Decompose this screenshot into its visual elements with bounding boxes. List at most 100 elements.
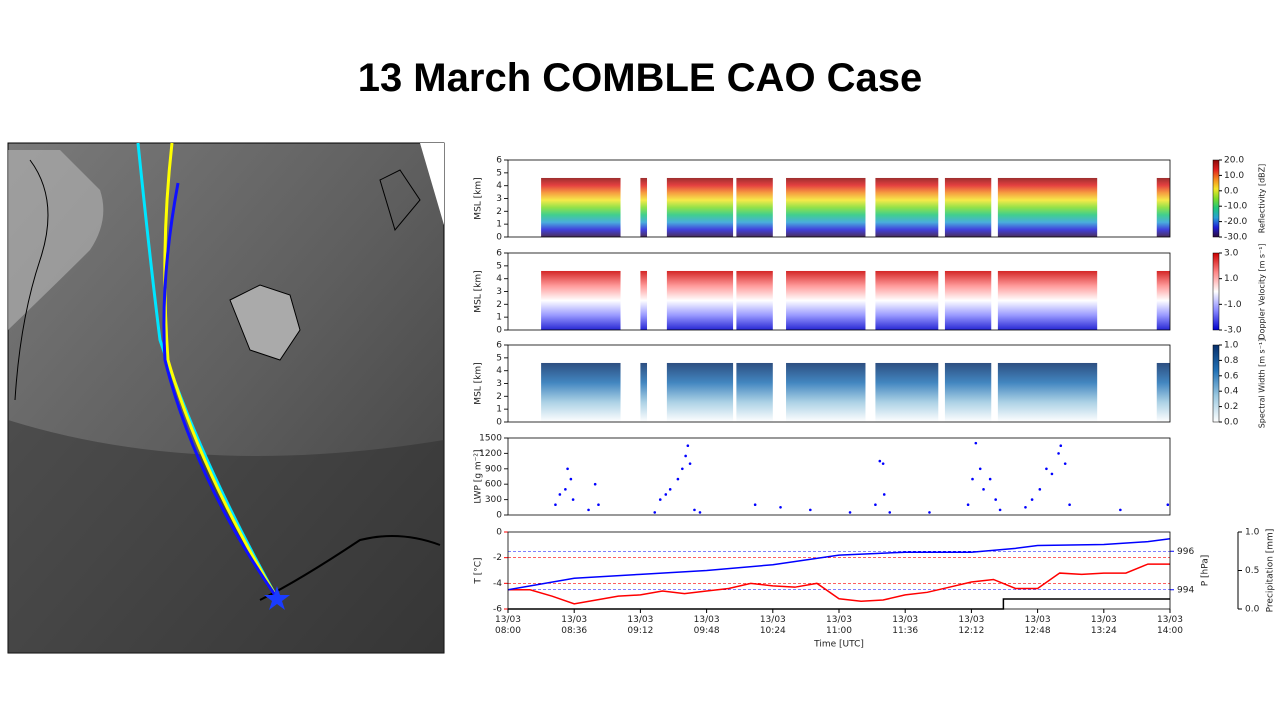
y3-tick-label: 0.0 (1245, 605, 1260, 615)
data-point (848, 511, 852, 514)
data-point (882, 493, 886, 496)
data-point (681, 467, 684, 471)
radar-echo (541, 362, 621, 422)
data-point (974, 441, 978, 445)
data-point (888, 511, 892, 514)
colorbar-tick-label: -20.0 (1224, 217, 1248, 227)
x-tick-label: 13/03 14:00 (1157, 615, 1183, 636)
radar-echo (541, 177, 621, 237)
colorbar-tick-label: -3.0 (1224, 326, 1242, 336)
y-tick-label: 900 (485, 464, 502, 474)
y-tick-label: 4 (496, 181, 502, 191)
colorbar-tick-label: 0.6 (1224, 371, 1239, 381)
data-point (564, 488, 567, 491)
series-line (508, 563, 1170, 605)
plot-frame (507, 344, 1171, 423)
radar-echo (875, 270, 939, 330)
trajectory (163, 142, 279, 599)
colorbar (1212, 159, 1220, 238)
data-point (874, 503, 877, 507)
radar-echo (875, 177, 939, 237)
y-tick-label: 6 (496, 341, 502, 351)
series-line (507, 537, 1171, 591)
data-point (664, 493, 668, 496)
series-line (508, 598, 1170, 610)
data-point (686, 444, 690, 448)
y-tick-label: 600 (485, 480, 502, 490)
y-axis-title: LWP [g m⁻²] (474, 449, 484, 503)
colorbar-tick-label: 20.0 (1224, 156, 1244, 166)
y-axis-title: MSL [km] (474, 177, 484, 219)
x-tick-label: 13/03 09:48 (693, 615, 720, 636)
y-tick-label: 0 (496, 233, 502, 243)
x-tick-label: 13/03 11:36 (892, 615, 919, 636)
radar-echo (666, 270, 734, 330)
radar-echo (944, 177, 992, 237)
y-tick-label: -6 (493, 605, 502, 615)
radar-echo (875, 362, 939, 422)
radar-echo (997, 177, 1098, 237)
radar-echo (640, 362, 648, 422)
radar-echo (640, 177, 648, 237)
plot-frame (507, 531, 1171, 610)
data-point (1068, 503, 1071, 507)
y-tick-label: 2 (496, 300, 502, 310)
coastline (379, 169, 421, 232)
data-point (554, 503, 557, 507)
data-point (966, 503, 970, 507)
trajectory (136, 142, 279, 599)
data-point (566, 467, 569, 471)
radar-echo (944, 270, 992, 330)
data-point (809, 508, 812, 512)
colorbar-title: Spectral Width [m s⁻¹] (1258, 339, 1267, 429)
colorbar-tick-label: 10.0 (1224, 171, 1244, 181)
data-point (1063, 462, 1067, 465)
y-tick-label: 0 (496, 326, 502, 336)
y-tick-label: -4 (493, 579, 502, 589)
radar-echo (736, 362, 773, 422)
colorbar-tick-label: -1.0 (1224, 300, 1242, 310)
y-tick-label: 300 (485, 495, 502, 505)
data-point (597, 503, 600, 507)
data-point (928, 511, 931, 514)
x-tick-label: 13/03 08:36 (561, 615, 588, 636)
y2-tick-label: 994 (1177, 585, 1194, 595)
data-point (978, 467, 982, 471)
data-point (1166, 503, 1170, 507)
y-tick-label: -2 (493, 553, 502, 563)
x-tick-label: 13/03 10:24 (759, 615, 786, 636)
colorbar-title: Reflectivity [dBZ] (1258, 164, 1267, 234)
coastline (14, 159, 49, 401)
y-axis-title: T [°C] (474, 557, 484, 584)
colorbar-tick-label: 0.0 (1224, 186, 1239, 196)
plot-frame (507, 437, 1171, 516)
plot-frame (507, 252, 1171, 331)
y-tick-label: 6 (496, 156, 502, 166)
data-point (593, 482, 597, 486)
data-point (881, 462, 885, 465)
x-tick-label: 13/03 13:24 (1090, 615, 1117, 636)
data-point (1057, 452, 1060, 455)
x-tick-label: 13/03 12:48 (1024, 615, 1051, 636)
x-tick-label: 13/03 08:00 (495, 615, 521, 636)
y-axis-title: MSL [km] (474, 270, 484, 312)
radar-echo (666, 177, 734, 237)
data-point (753, 503, 757, 507)
radar-echo (736, 177, 773, 237)
y-tick-label: 0 (496, 511, 502, 521)
radar-echo (786, 362, 866, 422)
satellite-map (7, 142, 445, 654)
colorbar-title: Doppler Velocity [m s⁻¹] (1258, 243, 1267, 339)
plot-frame (507, 159, 1171, 238)
data-point (998, 508, 1002, 512)
y2-tick-label: 996 (1177, 547, 1194, 557)
data-point (1059, 444, 1063, 448)
coastline (259, 535, 441, 601)
radar-echo (944, 362, 992, 422)
radar-echo (786, 177, 866, 237)
y-tick-label: 5 (496, 261, 502, 271)
y-tick-label: 3 (496, 287, 502, 297)
colorbar-tick-label: 3.0 (1224, 249, 1239, 259)
data-point (658, 498, 662, 501)
data-point (688, 462, 692, 465)
